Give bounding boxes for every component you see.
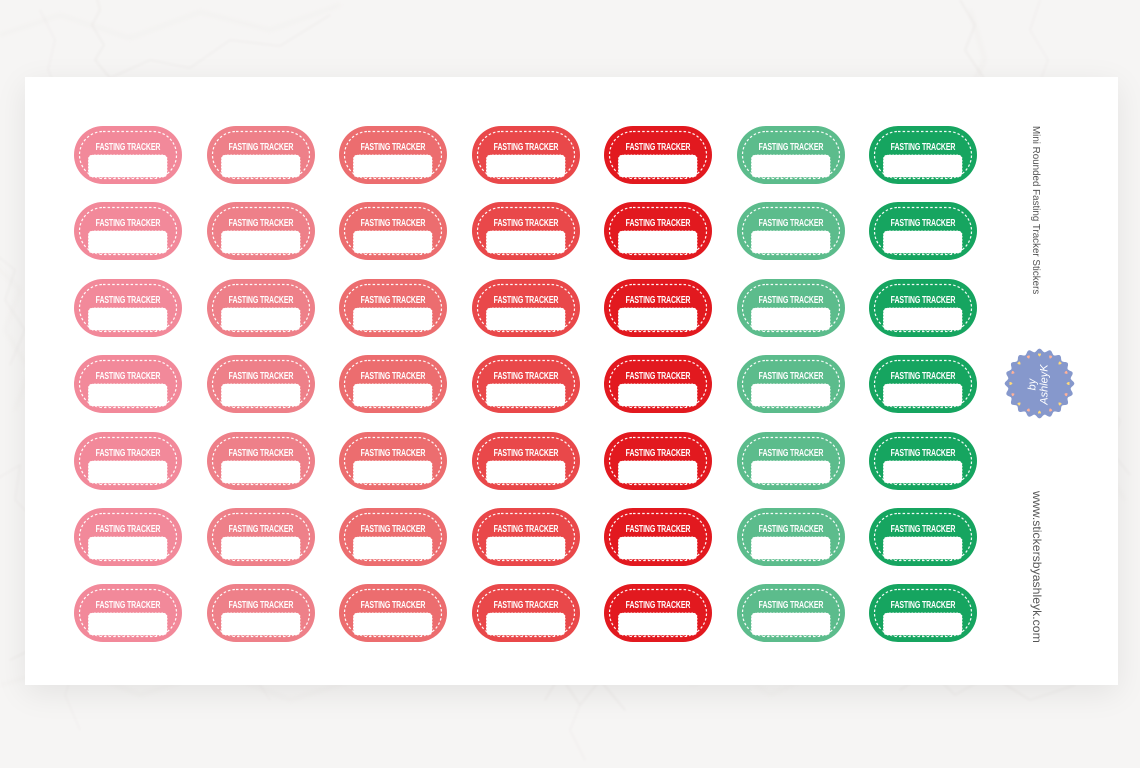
svg-text:FASTING TRACKER: FASTING TRACKER bbox=[493, 370, 558, 382]
svg-text:FASTING TRACKER: FASTING TRACKER bbox=[758, 217, 823, 229]
svg-text:FASTING TRACKER: FASTING TRACKER bbox=[228, 217, 293, 229]
svg-text:FASTING TRACKER: FASTING TRACKER bbox=[228, 599, 293, 611]
svg-text:FASTING TRACKER: FASTING TRACKER bbox=[228, 294, 293, 306]
svg-text:FASTING TRACKER: FASTING TRACKER bbox=[493, 141, 558, 153]
svg-text:FASTING TRACKER: FASTING TRACKER bbox=[228, 446, 293, 458]
svg-text:FASTING TRACKER: FASTING TRACKER bbox=[361, 523, 426, 535]
svg-text:FASTING TRACKER: FASTING TRACKER bbox=[891, 523, 956, 535]
svg-text:FASTING TRACKER: FASTING TRACKER bbox=[758, 599, 823, 611]
svg-text:FASTING TRACKER: FASTING TRACKER bbox=[626, 446, 691, 458]
svg-text:FASTING TRACKER: FASTING TRACKER bbox=[891, 370, 956, 382]
svg-text:FASTING TRACKER: FASTING TRACKER bbox=[891, 446, 956, 458]
svg-text:FASTING TRACKER: FASTING TRACKER bbox=[361, 141, 426, 153]
svg-text:FASTING TRACKER: FASTING TRACKER bbox=[361, 294, 426, 306]
svg-text:FASTING TRACKER: FASTING TRACKER bbox=[626, 294, 691, 306]
svg-text:FASTING TRACKER: FASTING TRACKER bbox=[758, 294, 823, 306]
svg-text:FASTING TRACKER: FASTING TRACKER bbox=[361, 217, 426, 229]
svg-text:FASTING TRACKER: FASTING TRACKER bbox=[228, 523, 293, 535]
svg-text:FASTING TRACKER: FASTING TRACKER bbox=[96, 599, 161, 611]
svg-text:FASTING TRACKER: FASTING TRACKER bbox=[96, 141, 161, 153]
svg-text:FASTING TRACKER: FASTING TRACKER bbox=[626, 523, 691, 535]
svg-text:FASTING TRACKER: FASTING TRACKER bbox=[493, 599, 558, 611]
svg-text:FASTING TRACKER: FASTING TRACKER bbox=[361, 370, 426, 382]
svg-text:FASTING TRACKER: FASTING TRACKER bbox=[626, 370, 691, 382]
svg-text:FASTING TRACKER: FASTING TRACKER bbox=[228, 370, 293, 382]
svg-text:FASTING TRACKER: FASTING TRACKER bbox=[493, 446, 558, 458]
svg-text:FASTING TRACKER: FASTING TRACKER bbox=[96, 294, 161, 306]
svg-text:FASTING TRACKER: FASTING TRACKER bbox=[891, 217, 956, 229]
svg-text:FASTING TRACKER: FASTING TRACKER bbox=[361, 446, 426, 458]
svg-text:FASTING TRACKER: FASTING TRACKER bbox=[96, 523, 161, 535]
svg-text:FASTING TRACKER: FASTING TRACKER bbox=[96, 446, 161, 458]
svg-text:FASTING TRACKER: FASTING TRACKER bbox=[626, 217, 691, 229]
svg-text:FASTING TRACKER: FASTING TRACKER bbox=[891, 141, 956, 153]
svg-text:FASTING TRACKER: FASTING TRACKER bbox=[493, 294, 558, 306]
svg-text:FASTING TRACKER: FASTING TRACKER bbox=[758, 446, 823, 458]
svg-text:FASTING TRACKER: FASTING TRACKER bbox=[891, 599, 956, 611]
svg-text:FASTING TRACKER: FASTING TRACKER bbox=[626, 141, 691, 153]
svg-text:FASTING TRACKER: FASTING TRACKER bbox=[96, 370, 161, 382]
svg-text:FASTING TRACKER: FASTING TRACKER bbox=[626, 599, 691, 611]
svg-text:FASTING TRACKER: FASTING TRACKER bbox=[758, 370, 823, 382]
svg-text:FASTING TRACKER: FASTING TRACKER bbox=[361, 599, 426, 611]
svg-text:FASTING TRACKER: FASTING TRACKER bbox=[96, 217, 161, 229]
svg-text:FASTING TRACKER: FASTING TRACKER bbox=[758, 523, 823, 535]
svg-text:FASTING TRACKER: FASTING TRACKER bbox=[228, 141, 293, 153]
svg-text:FASTING TRACKER: FASTING TRACKER bbox=[493, 523, 558, 535]
svg-text:FASTING TRACKER: FASTING TRACKER bbox=[891, 294, 956, 306]
svg-text:FASTING TRACKER: FASTING TRACKER bbox=[493, 217, 558, 229]
svg-text:FASTING TRACKER: FASTING TRACKER bbox=[758, 141, 823, 153]
